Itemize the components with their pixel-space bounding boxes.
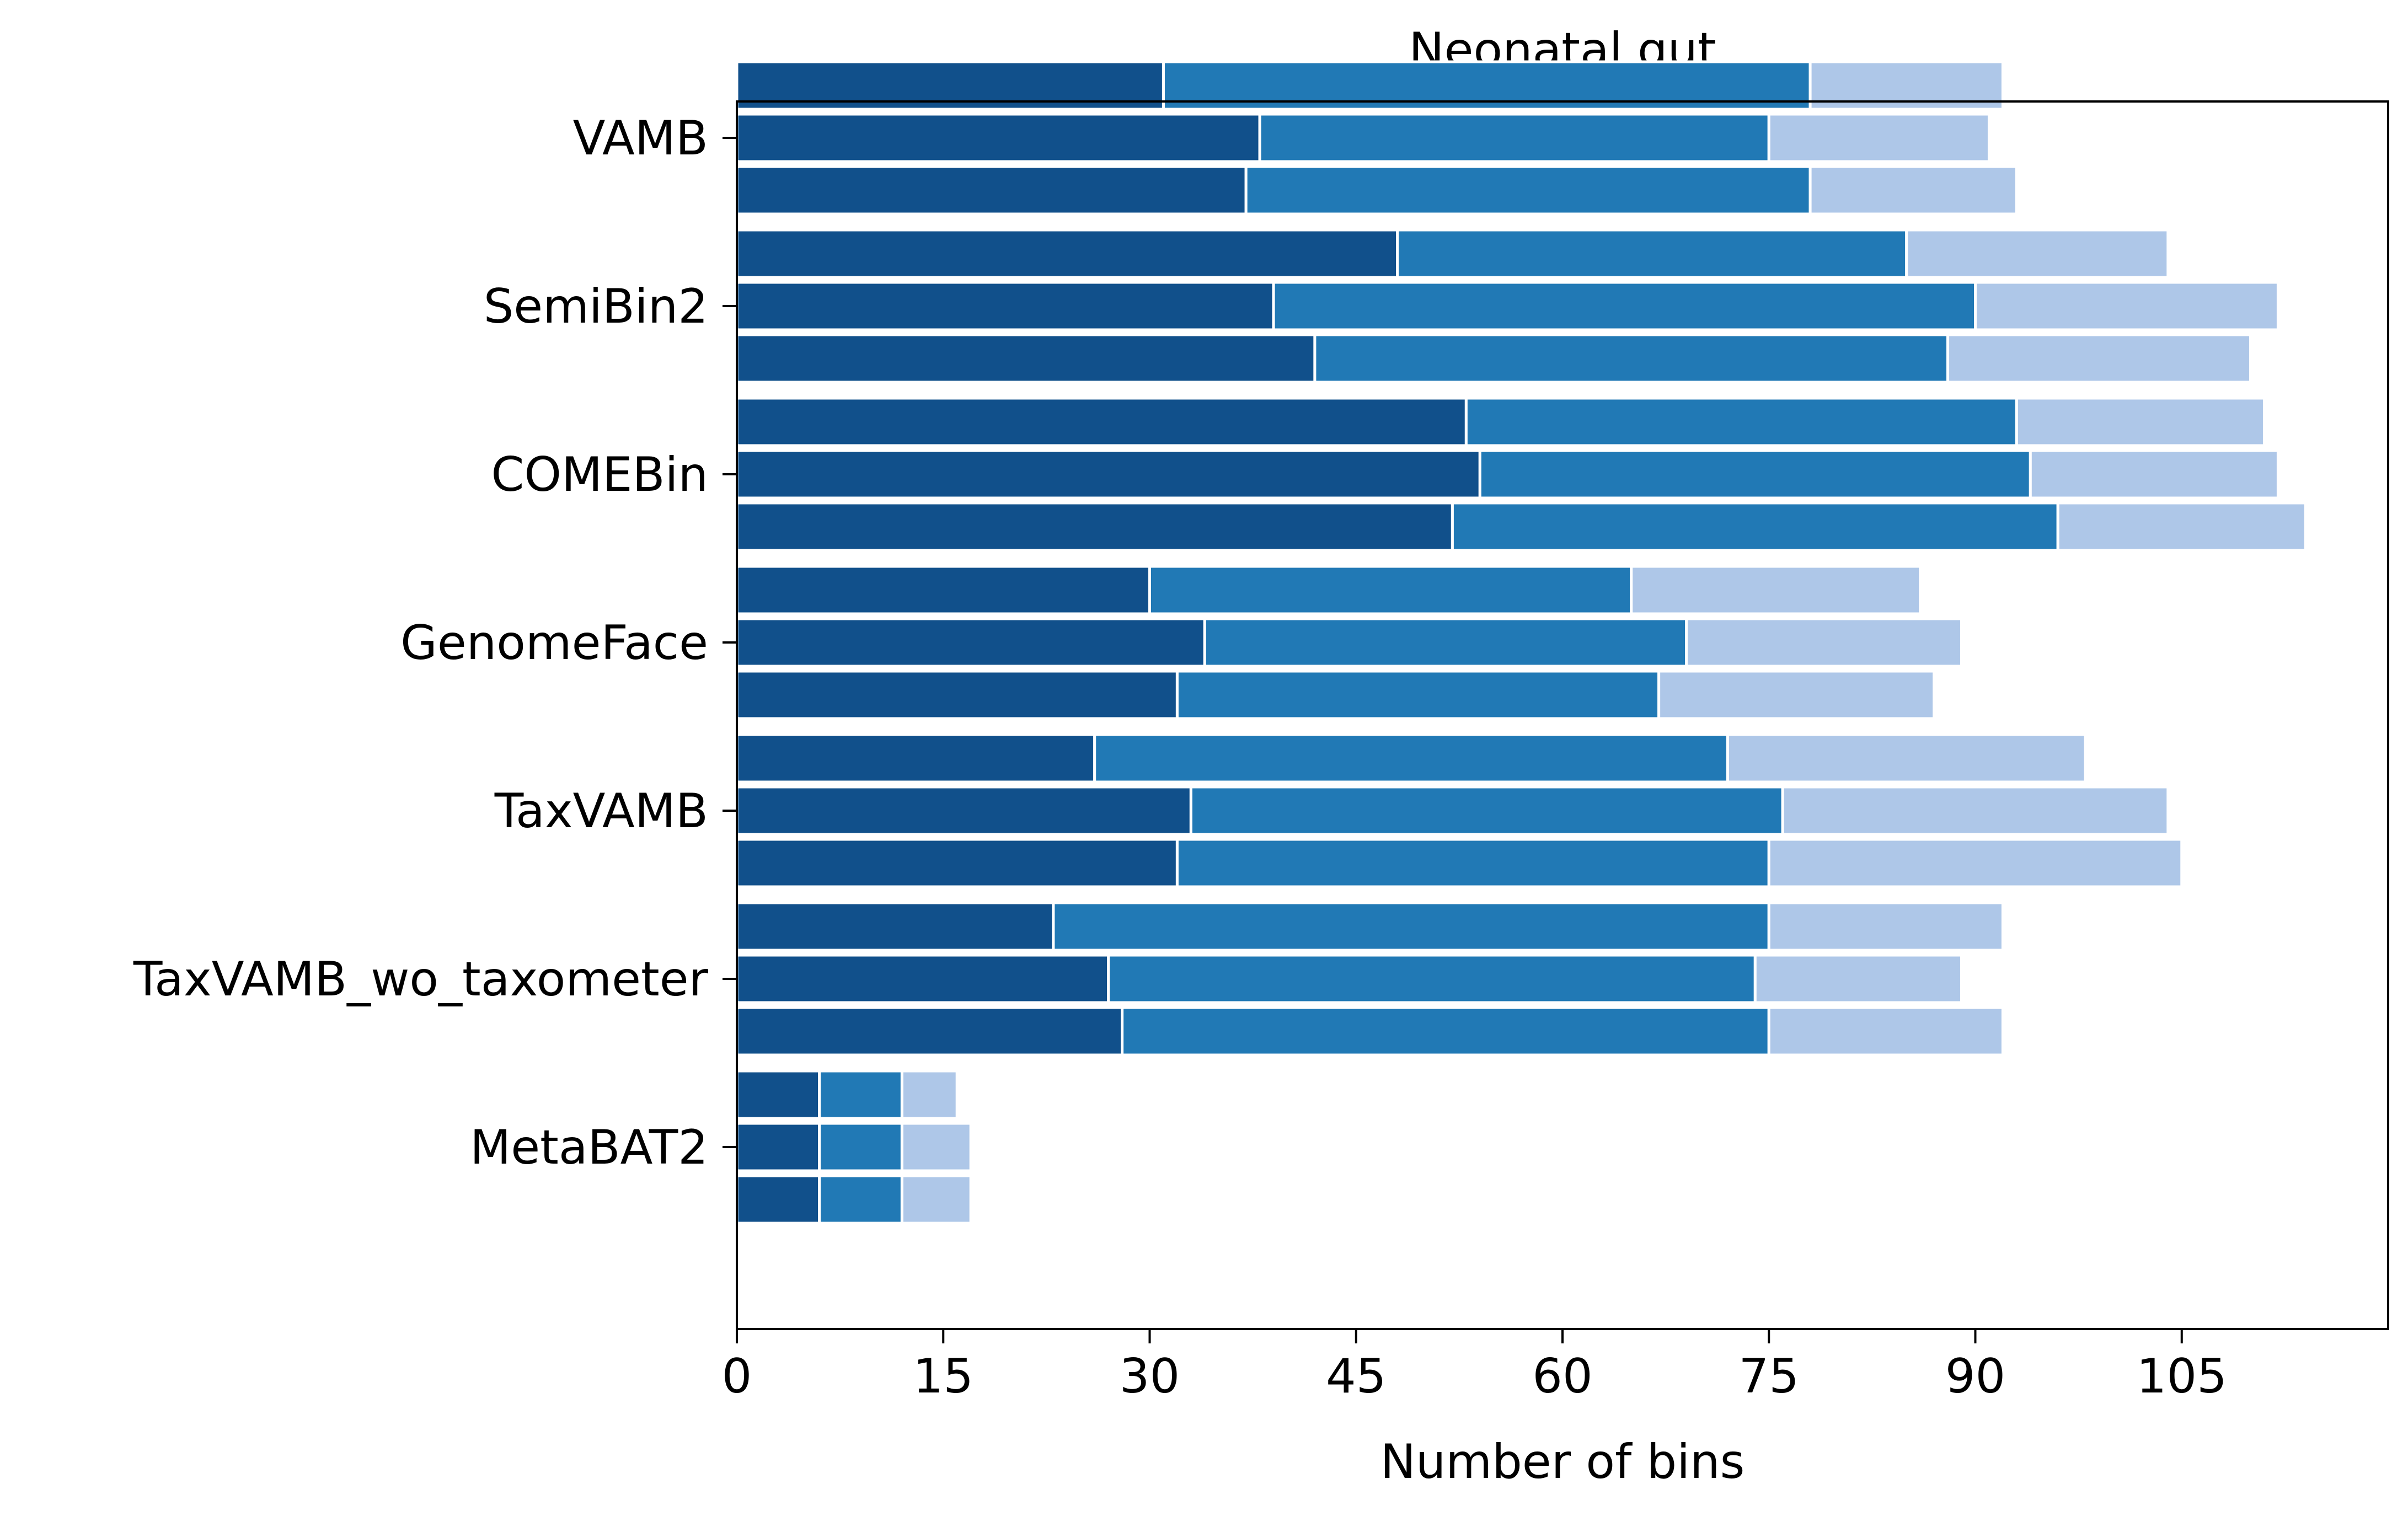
- bar-segment: [1946, 333, 2252, 384]
- y-tick-label: TaxVAMB: [494, 784, 708, 839]
- bar-segment: [735, 838, 1179, 888]
- bar-segment: [818, 1069, 903, 1120]
- bar-segment: [735, 733, 1096, 784]
- bar-segment: [2029, 449, 2279, 500]
- bar-segment: [818, 1122, 903, 1172]
- bar-segment: [1905, 228, 2170, 279]
- bar-segment: [1148, 565, 1633, 615]
- bar-segment: [1175, 669, 1661, 720]
- bar-segment: [1093, 733, 1729, 784]
- y-axis: VAMB SemiBin2 COMEBin GenomeFace TaxVAMB TaxV…: [133, 111, 737, 1175]
- plot-frame: [736, 100, 2389, 1330]
- bar-group-4: [735, 733, 2184, 888]
- bar-segment: [735, 397, 1468, 447]
- bar-segment: [735, 501, 1454, 552]
- x-axis-label: Number of bins: [1380, 1434, 1745, 1490]
- bar-segment: [1753, 953, 1963, 1004]
- bar-segment: [735, 617, 1206, 668]
- bar-group-0: [735, 60, 2018, 216]
- y-tick-label: MetaBAT2: [470, 1120, 708, 1175]
- bar-segment: [2056, 501, 2307, 552]
- bar-segment: [1175, 838, 1770, 888]
- bar-segment: [818, 1174, 903, 1225]
- bar-segment: [900, 1122, 972, 1172]
- bar-segment: [1630, 565, 1922, 615]
- bar-segment: [735, 565, 1151, 615]
- bar-segment: [735, 1069, 821, 1120]
- bar-group-5: [735, 901, 2004, 1057]
- y-tick-label: SemiBin2: [484, 279, 708, 334]
- bar-segment: [735, 333, 1317, 384]
- bar-segment: [735, 113, 1261, 163]
- bar-segment: [2015, 397, 2266, 447]
- bar-segment: [1313, 333, 1950, 384]
- y-tick-label: GenomeFace: [400, 615, 708, 671]
- bar-segment: [1478, 449, 2032, 500]
- bar-group-2: [735, 397, 2307, 552]
- x-tick-label: 75: [1739, 1349, 1799, 1404]
- x-axis: 0 15 30 45 60 75 90 105: [722, 1329, 2227, 1404]
- y-tick-label: VAMB: [573, 111, 708, 166]
- bar-segment: [735, 785, 1192, 836]
- bar-segment: [1767, 113, 1990, 163]
- bar-segment: [735, 669, 1179, 720]
- bar-segment: [1396, 228, 1908, 279]
- bar-segment: [735, 1174, 821, 1225]
- bar-segment: [1767, 901, 2004, 952]
- bars-layer: [735, 60, 2307, 1225]
- bar-segment: [900, 1069, 959, 1120]
- bar-segment: [735, 165, 1248, 216]
- bar-group-6: [735, 1069, 972, 1225]
- bar-group-3: [735, 565, 1963, 720]
- bar-segment: [1272, 281, 1977, 331]
- bar-segment: [1657, 669, 1936, 720]
- x-tick-label: 0: [722, 1349, 752, 1404]
- bar-segment: [1767, 838, 2184, 888]
- x-tick-label: 105: [2137, 1349, 2227, 1404]
- bar-segment: [735, 1122, 821, 1172]
- bar-segment: [1451, 501, 2059, 552]
- bar-segment: [735, 449, 1481, 500]
- bar-segment: [1258, 113, 1770, 163]
- bar-segment: [1203, 617, 1688, 668]
- bar-segment: [1974, 281, 2279, 331]
- bar-segment: [735, 901, 1055, 952]
- bar-segment: [1244, 165, 1812, 216]
- bar-segment: [1781, 785, 2170, 836]
- bar-segment: [900, 1174, 972, 1225]
- x-tick-label: 45: [1326, 1349, 1386, 1404]
- bar-segment: [1808, 165, 2018, 216]
- y-tick-label: TaxVAMB_wo_taxometer: [133, 952, 709, 1007]
- bar-segment: [735, 953, 1110, 1004]
- y-tick-label: COMEBin: [491, 447, 708, 502]
- bar-segment: [735, 281, 1275, 331]
- x-tick-label: 30: [1120, 1349, 1180, 1404]
- bar-segment: [1121, 1006, 1770, 1057]
- bar-segment: [1189, 785, 1784, 836]
- bar-segment: [1767, 1006, 2004, 1057]
- x-tick-label: 60: [1532, 1349, 1592, 1404]
- x-tick-label: 90: [1945, 1349, 2005, 1404]
- bar-group-1: [735, 228, 2279, 384]
- bar-segment: [1726, 733, 2087, 784]
- bar-segment: [1107, 953, 1757, 1004]
- x-tick-label: 15: [913, 1349, 973, 1404]
- bar-segment: [735, 1006, 1124, 1057]
- bar-segment: [1685, 617, 1963, 668]
- bar-segment: [1464, 397, 2018, 447]
- bar-segment: [735, 228, 1399, 279]
- bar-segment: [1052, 901, 1770, 952]
